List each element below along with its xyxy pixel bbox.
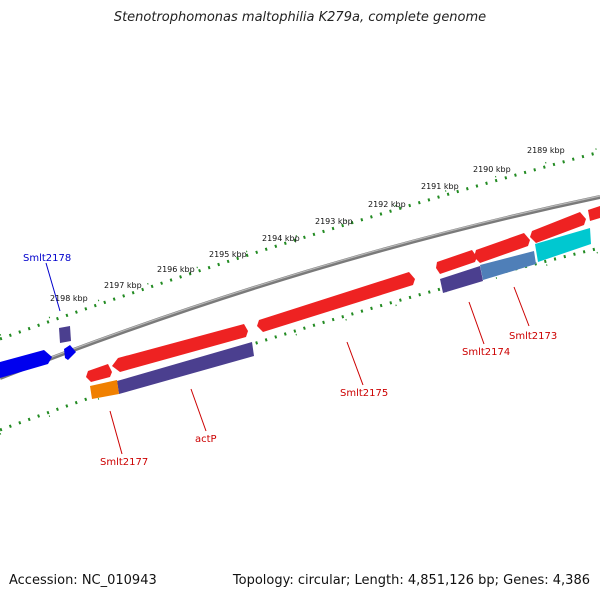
gene-label-smlt2177[interactable]: Smlt2177 <box>100 457 148 468</box>
tick-label: 2194 kbp <box>262 234 300 243</box>
genome-backbone <box>0 195 600 380</box>
gene-arrow[interactable] <box>588 206 600 221</box>
tick-label: 2198 kbp <box>50 294 88 303</box>
gene-arrow[interactable] <box>436 250 477 274</box>
gene-arrow[interactable] <box>480 251 536 280</box>
gene-label-smlt2174[interactable]: Smlt2174 <box>462 347 510 358</box>
genome-backbone-highlight <box>0 195 600 378</box>
accession-text: Accession: NC_010943 <box>9 573 157 588</box>
gene-label-smlt2173[interactable]: Smlt2173 <box>509 331 557 342</box>
reverse-genes <box>0 228 591 399</box>
tick-label: 2190 kbp <box>473 165 511 174</box>
tick-label: 2192 kbp <box>368 200 406 209</box>
tick-label: 2189 kbp <box>527 146 565 155</box>
tick-label: 2197 kbp <box>104 281 142 290</box>
tick-labels: 2189 kbp 2190 kbp 2191 kbp 2192 kbp 2193… <box>50 146 565 303</box>
gene-arrow[interactable] <box>257 272 415 332</box>
forward-genes <box>86 206 600 382</box>
tick-label: 2195 kbp <box>209 250 247 259</box>
gene-arrow[interactable] <box>90 380 119 399</box>
gene-arrow[interactable] <box>64 345 76 360</box>
gene-label-smlt2178[interactable]: Smlt2178 <box>23 253 71 264</box>
gene-arrow[interactable] <box>59 326 71 343</box>
gene-labels: Smlt2178 Smlt2177 actP Smlt2175 Smlt2174… <box>23 253 557 468</box>
gene-label-smlt2175[interactable]: Smlt2175 <box>340 388 388 399</box>
gene-arrow[interactable] <box>535 228 591 262</box>
gene-arrow[interactable] <box>474 233 530 263</box>
gene-arrow[interactable] <box>530 212 586 243</box>
outer-dotted-ring <box>0 150 600 341</box>
tick-label: 2193 kbp <box>315 217 353 226</box>
genome-summary-text: Topology: circular; Length: 4,851,126 bp… <box>232 573 590 588</box>
tick-label: 2191 kbp <box>421 182 459 191</box>
tick-label: 2196 kbp <box>157 265 195 274</box>
gene-arrow[interactable] <box>86 364 112 382</box>
gene-arrow[interactable] <box>112 324 248 372</box>
gene-arrow[interactable] <box>117 342 254 394</box>
map-title: Stenotrophomonas maltophilia K279a, comp… <box>113 10 487 25</box>
gene-arrow[interactable] <box>440 266 483 293</box>
label-leaders <box>45 262 530 455</box>
gene-label-actp[interactable]: actP <box>195 434 217 445</box>
gene-arrow[interactable] <box>0 350 52 378</box>
